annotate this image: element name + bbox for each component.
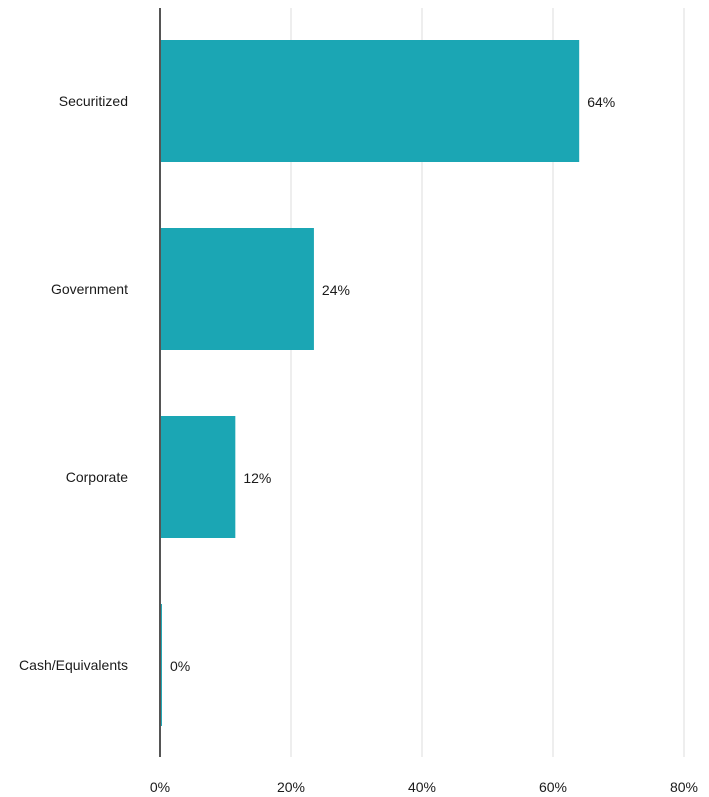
x-tick-label: 20% [277,779,305,795]
bar [160,416,236,538]
value-labels: 64% 24% 12% 0% [170,94,615,674]
x-tick-label: 60% [539,779,567,795]
bar [160,40,580,162]
bars [160,40,580,726]
bar [160,228,314,350]
category-label: Government [51,281,128,297]
category-label: Corporate [66,469,128,485]
value-label: 0% [170,658,190,674]
x-tick-label: 40% [408,779,436,795]
value-label: 12% [243,470,271,486]
category-labels: Securitized Government Corporate Cash/Equiv… [19,93,128,673]
x-tick-label: 0% [150,779,170,795]
value-label: 24% [322,282,350,298]
x-tick-labels: 0% 20% 40% 60% 80% [150,779,698,795]
category-label: Securitized [59,93,128,109]
value-label: 64% [587,94,615,110]
x-tick-label: 80% [670,779,698,795]
category-label: Cash/Equivalents [19,657,128,673]
